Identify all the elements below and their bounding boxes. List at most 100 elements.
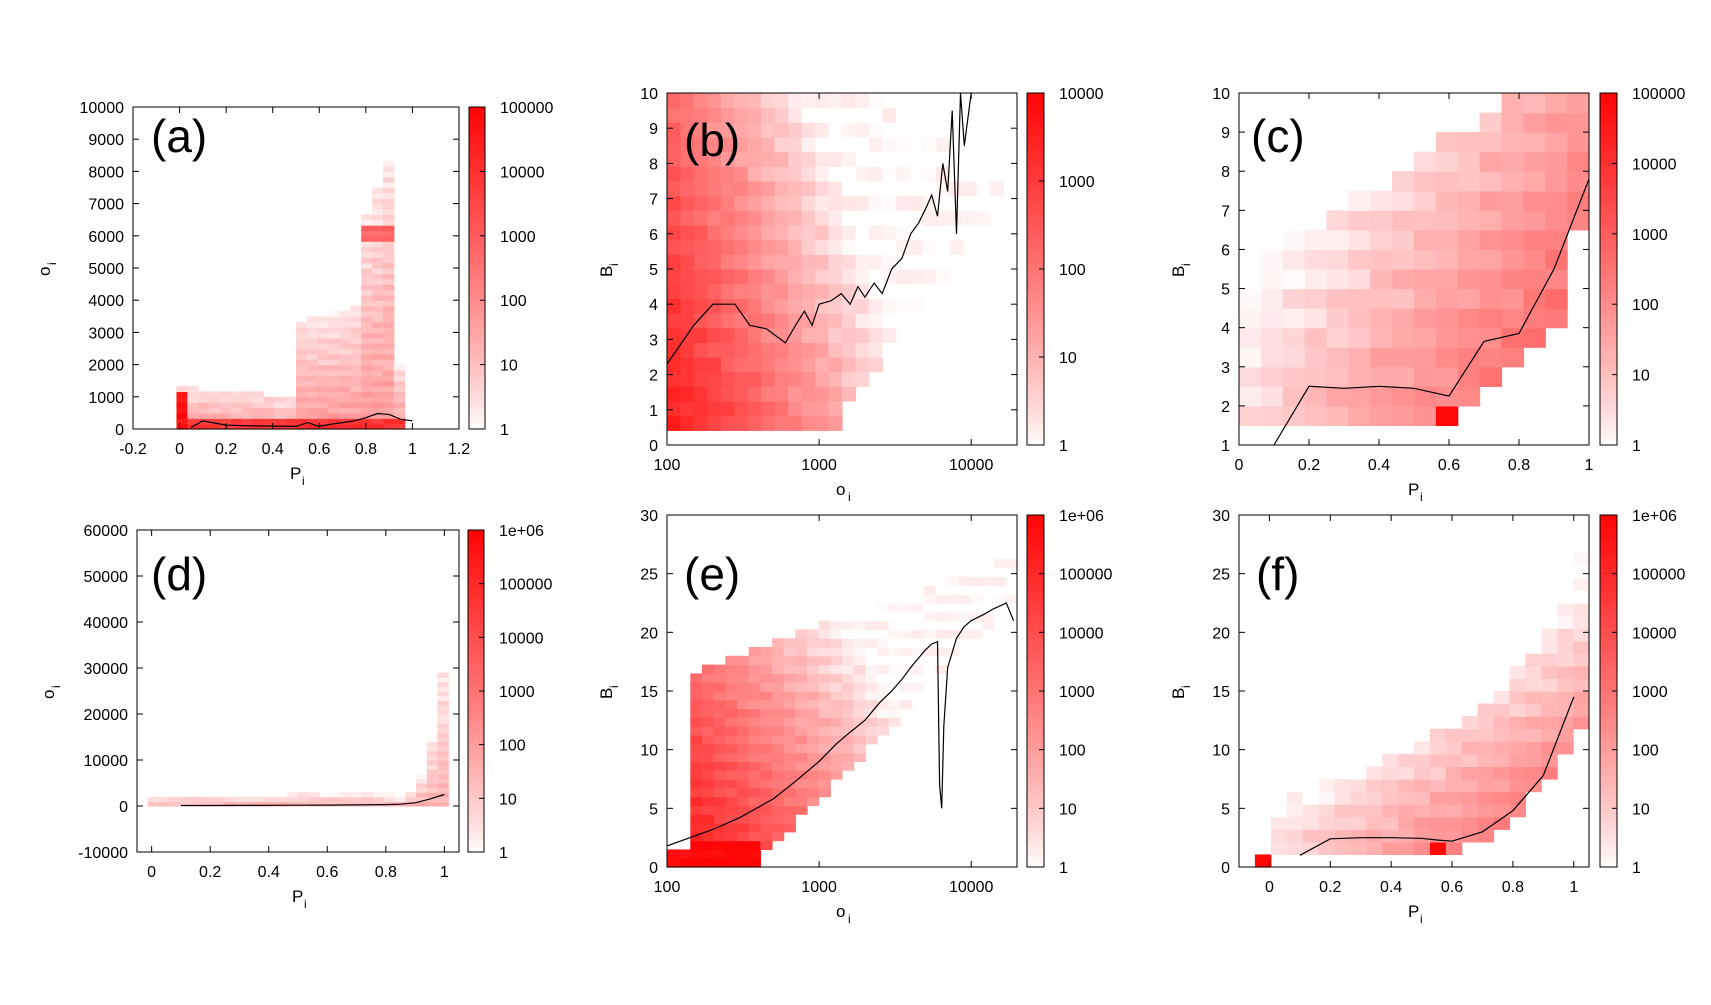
heatmap-cell [317, 391, 330, 398]
colorbar-swatch [1027, 327, 1044, 335]
heatmap-cell [801, 401, 816, 417]
colorbar-swatch [468, 803, 484, 810]
heatmap-cell [702, 752, 715, 762]
heatmap-cell [912, 664, 925, 674]
colorbar-swatch [468, 792, 484, 799]
colorbar-swatch [1027, 198, 1044, 206]
heatmap-cell [372, 225, 384, 232]
heatmap-cell [308, 792, 321, 798]
heatmap-cell [747, 283, 762, 299]
heatmap-cell [306, 337, 319, 344]
heatmap-cell [895, 137, 910, 153]
heatmap-cell [900, 647, 913, 657]
heatmap-cell [807, 682, 820, 692]
heatmap-cell [382, 321, 395, 328]
heatmap-cell [690, 805, 703, 815]
heatmap-cell [230, 407, 243, 414]
heatmap-cell [993, 559, 1006, 569]
heatmap-cell [1348, 308, 1371, 329]
colorbar-swatch [468, 621, 484, 628]
heatmap-cell [830, 673, 843, 683]
heatmap-cell [212, 796, 224, 802]
heatmap-cell [339, 321, 351, 328]
heatmap-cell [783, 770, 796, 780]
heatmap-cell [1525, 716, 1542, 730]
heatmap-cell [382, 160, 395, 167]
colorbar-swatch [468, 825, 484, 832]
heatmap-cell [830, 638, 843, 648]
heatmap-cell [788, 357, 803, 373]
heatmap-cell [842, 239, 857, 255]
heatmap-cell [737, 849, 750, 859]
heatmap-cell [868, 254, 883, 270]
heatmap-cell [761, 122, 776, 138]
heatmap-cell [306, 369, 319, 376]
colorbar-tick-label: 100000 [1632, 567, 1685, 584]
heatmap-cell [372, 235, 384, 242]
heatmap-cell [328, 418, 341, 425]
heatmap-cell [853, 655, 866, 666]
heatmap-cell [935, 629, 948, 639]
colorbar-swatch [1600, 644, 1617, 651]
heatmap-cell [842, 254, 857, 270]
heatmap-cell [734, 195, 749, 211]
heatmap-cell [828, 386, 843, 402]
heatmap-cell [761, 371, 776, 387]
colorbar-swatch [468, 653, 484, 660]
heatmap-cell [935, 655, 948, 666]
heatmap-cell [888, 655, 901, 666]
heatmap-cell [720, 181, 735, 197]
heatmap-cell [842, 735, 855, 745]
heatmap-cell [982, 620, 995, 630]
heatmap-cell [807, 638, 820, 648]
colorbar-swatch [469, 294, 485, 301]
heatmap-cell [748, 717, 761, 727]
heatmap-cell [801, 386, 816, 402]
heatmap-cell [760, 761, 773, 771]
colorbar-swatch [468, 750, 484, 756]
heatmap-cell [734, 313, 749, 329]
heatmap-cell [815, 225, 830, 241]
heatmap-cell [993, 603, 1006, 613]
heatmap-cell [187, 396, 199, 403]
heatmap-cell [1493, 728, 1511, 742]
x-tick-label: 1 [440, 864, 449, 881]
heatmap-cell [713, 814, 726, 824]
colorbar-swatch [469, 391, 485, 398]
heatmap-cell [912, 611, 925, 622]
heatmap-cell [693, 401, 708, 417]
heatmap-cell [760, 673, 773, 683]
heatmap-cell [1239, 347, 1262, 368]
heatmap-cell [888, 611, 901, 622]
heatmap-cell [680, 239, 695, 255]
colorbar-swatch [1027, 644, 1044, 651]
axis-labels-b: o iBi [597, 263, 851, 504]
heatmap-cell [287, 796, 299, 802]
colorbar-swatch [469, 396, 485, 403]
heatmap-cell [667, 386, 682, 402]
heatmap-cell [339, 364, 351, 371]
heatmap-cell [760, 735, 773, 745]
heatmap-cell [1509, 791, 1526, 805]
heatmap-cell [842, 122, 857, 138]
colorbar-swatch [1027, 784, 1044, 792]
heatmap-cell [1435, 249, 1459, 270]
heatmap-cell [801, 122, 816, 138]
heatmap-cell [783, 726, 796, 736]
heatmap-cell [1567, 210, 1590, 231]
heatmap-cell [680, 371, 695, 387]
heatmap-cell [788, 107, 803, 123]
heatmap-cell [868, 225, 883, 241]
heatmap-cell [317, 359, 330, 366]
colorbar-swatch [1600, 773, 1617, 780]
heatmap-cell [882, 239, 897, 255]
colorbar-swatch [469, 327, 485, 333]
heatmap-cell [339, 343, 351, 350]
panel-label-e: (e) [684, 548, 740, 600]
heatmap-cell [308, 796, 321, 802]
colorbar-swatch [1600, 544, 1617, 551]
heatmap-cell [853, 611, 866, 622]
heatmap-cell [734, 107, 749, 123]
colorbar-swatch [1600, 767, 1617, 774]
